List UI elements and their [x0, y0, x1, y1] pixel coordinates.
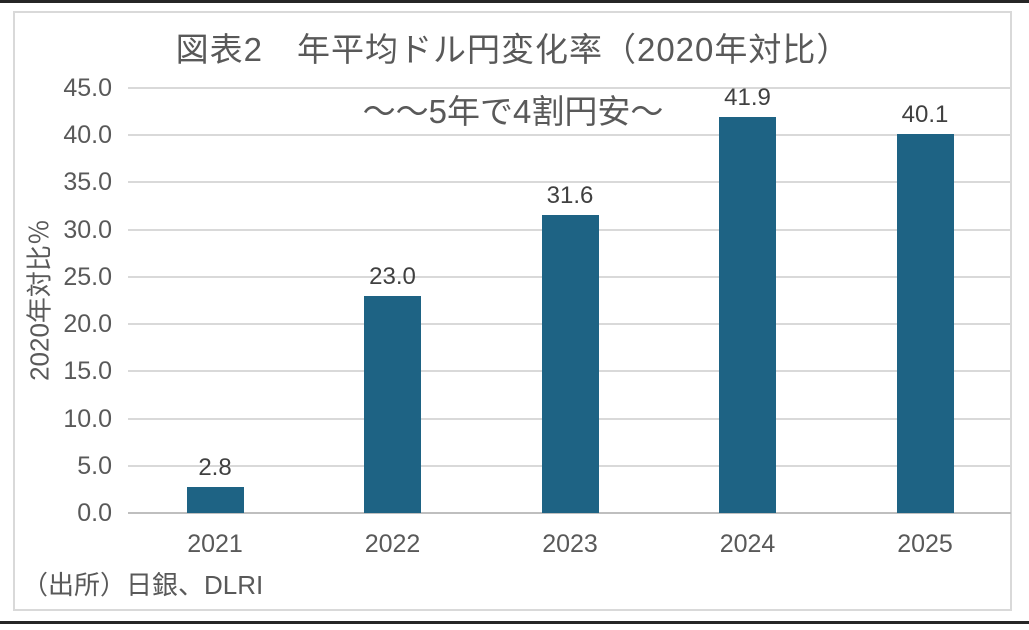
x-tick-label: 2022	[364, 530, 421, 558]
x-tick-label: 2024	[719, 530, 776, 558]
gridline	[128, 134, 1011, 137]
x-tick-label: 2025	[897, 530, 953, 558]
bar-value-label: 31.6	[546, 181, 594, 209]
chart-subtitle: ～～5年で4割円安～	[362, 93, 664, 130]
gridline	[128, 512, 1011, 514]
gridline	[128, 181, 1011, 184]
y-tick-label: 20.0	[63, 310, 112, 339]
bar-2025	[896, 134, 954, 513]
y-tick-label: 10.0	[63, 404, 112, 433]
bar-value-label: 40.1	[901, 101, 949, 129]
bottom-rule	[0, 621, 1029, 624]
bar-value-label: 41.9	[724, 84, 771, 112]
y-axis-title: 2020年対比％	[24, 219, 55, 381]
bar-2022	[364, 295, 421, 513]
gridline	[128, 87, 1011, 89]
bar-value-label: 23.0	[369, 262, 416, 290]
y-tick-label: 45.0	[63, 74, 112, 102]
y-tick-label: 35.0	[63, 168, 112, 197]
y-tick-label: 15.0	[63, 357, 112, 386]
y-tick-label: 30.0	[63, 215, 112, 244]
x-tick-label: 2021	[187, 530, 243, 558]
top-rule	[0, 0, 1029, 3]
bar-2023	[541, 214, 599, 513]
bar-value-label: 2.8	[198, 453, 232, 481]
y-tick-label: 5.0	[77, 451, 112, 480]
chart-frame	[13, 11, 1012, 611]
bar-2024	[719, 117, 776, 513]
y-tick-label: 25.0	[63, 262, 112, 291]
bar-2021	[186, 486, 244, 513]
x-tick-label: 2023	[542, 530, 598, 558]
source-note: （出所）日銀、DLRI	[22, 570, 264, 600]
chart-title: 図表2 年平均ドル円変化率（2020年対比）	[175, 31, 851, 68]
y-tick-label: 0.0	[77, 499, 112, 527]
y-tick-label: 40.0	[63, 121, 112, 150]
